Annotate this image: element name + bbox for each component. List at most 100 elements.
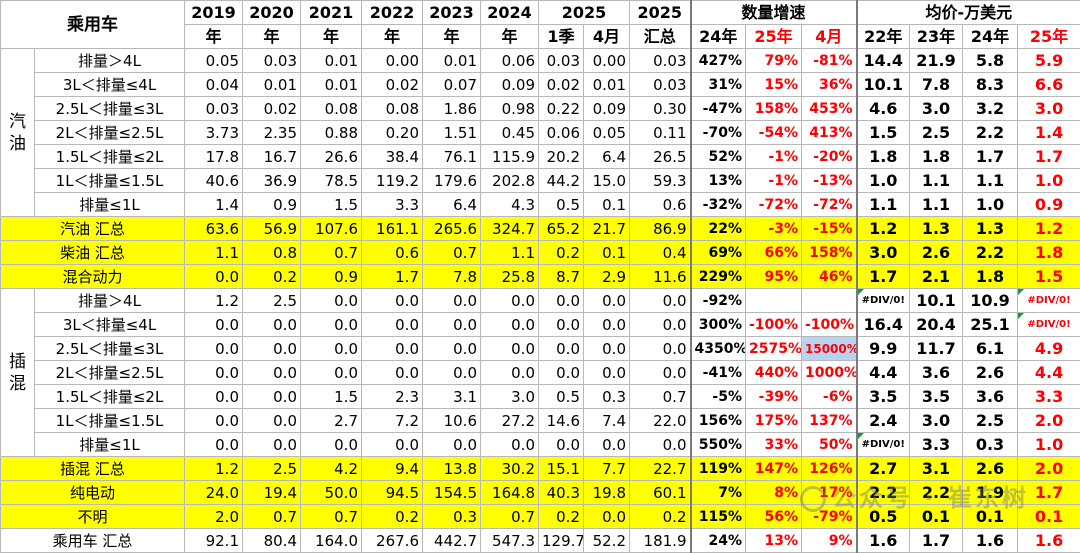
growth-cell: 550% bbox=[691, 433, 746, 457]
volume-cell: 164.8 bbox=[481, 481, 539, 505]
price-cell: 3.6 bbox=[910, 361, 963, 385]
volume-cell: 27.2 bbox=[481, 409, 539, 433]
price-cell: 3.5 bbox=[910, 385, 963, 409]
volume-cell: 0.1 bbox=[584, 241, 630, 265]
growth-cell: 300% bbox=[691, 313, 746, 337]
growth-cell: 156% bbox=[691, 409, 746, 433]
growth-cell: 413% bbox=[802, 121, 857, 145]
growth-cell: -100% bbox=[746, 313, 802, 337]
volume-cell: 22.0 bbox=[630, 409, 691, 433]
price-cell: 1.7 bbox=[910, 529, 963, 553]
group-label: 汽 油 bbox=[1, 49, 35, 217]
price-cell: 1.5 bbox=[1018, 265, 1080, 289]
growth-cell: 1000% bbox=[802, 361, 857, 385]
volume-cell: 0.0 bbox=[185, 433, 243, 457]
volume-cell: 0.0 bbox=[539, 289, 584, 313]
volume-cell: 0.7 bbox=[481, 505, 539, 529]
price-cell: 1.7 bbox=[1018, 145, 1080, 169]
growth-cell: -70% bbox=[691, 121, 746, 145]
price-cell: 11.7 bbox=[910, 337, 963, 361]
volume-cell: 0.09 bbox=[584, 97, 630, 121]
row-label: 2L＜排量≤2.5L bbox=[35, 121, 185, 145]
volume-cell: 7.4 bbox=[584, 409, 630, 433]
volume-cell: 0.0 bbox=[243, 361, 301, 385]
year-2024-top: 2024 bbox=[481, 1, 539, 25]
growth-cell: -39% bbox=[746, 385, 802, 409]
year-2025-header: 2025 bbox=[539, 1, 630, 25]
volume-cell: 0.03 bbox=[185, 97, 243, 121]
price-header: 均价-万美元 bbox=[857, 1, 1080, 25]
price-cell: 16.4 bbox=[857, 313, 910, 337]
volume-cell: 0.01 bbox=[584, 73, 630, 97]
volume-cell: 1.7 bbox=[362, 265, 423, 289]
volume-cell: 25.8 bbox=[481, 265, 539, 289]
price-cell: #DIV/0! bbox=[1018, 289, 1080, 313]
growth-cell: 175% bbox=[746, 409, 802, 433]
volume-cell: 179.6 bbox=[423, 169, 481, 193]
growth-col-apr: 4月 bbox=[802, 25, 857, 49]
price-cell: 1.6 bbox=[963, 529, 1018, 553]
price-cell: 3.0 bbox=[1018, 97, 1080, 121]
volume-cell: 3.1 bbox=[423, 385, 481, 409]
growth-cell: 126% bbox=[802, 457, 857, 481]
price-cell: 1.8 bbox=[963, 265, 1018, 289]
volume-cell: 0.0 bbox=[362, 313, 423, 337]
volume-cell: 0.1 bbox=[584, 193, 630, 217]
price-cell: 1.3 bbox=[910, 217, 963, 241]
volume-cell: 0.0 bbox=[301, 337, 362, 361]
volume-cell: 0.7 bbox=[301, 241, 362, 265]
volume-cell: 0.2 bbox=[362, 505, 423, 529]
volume-cell: 22.7 bbox=[630, 457, 691, 481]
volume-cell: 1.5 bbox=[301, 193, 362, 217]
price-cell: 21.9 bbox=[910, 49, 963, 73]
volume-cell: 0.2 bbox=[630, 505, 691, 529]
growth-cell: 46% bbox=[802, 265, 857, 289]
price-cell: 2.2 bbox=[963, 121, 1018, 145]
volume-cell: 0.0 bbox=[362, 337, 423, 361]
volume-cell: 11.6 bbox=[630, 265, 691, 289]
growth-col-24: 24年 bbox=[691, 25, 746, 49]
price-cell: 1.6 bbox=[857, 529, 910, 553]
volume-cell: 0.0 bbox=[481, 289, 539, 313]
volume-cell: 92.1 bbox=[185, 529, 243, 553]
volume-cell: 0.0 bbox=[301, 289, 362, 313]
volume-cell: 3.3 bbox=[362, 193, 423, 217]
volume-cell: 0.0 bbox=[423, 337, 481, 361]
price-cell: 2.6 bbox=[963, 457, 1018, 481]
volume-cell: 0.0 bbox=[481, 337, 539, 361]
volume-cell: 76.1 bbox=[423, 145, 481, 169]
price-cell: 3.2 bbox=[963, 97, 1018, 121]
volume-cell: 0.5 bbox=[539, 385, 584, 409]
volume-cell: 63.6 bbox=[185, 217, 243, 241]
volume-cell: 0.0 bbox=[301, 433, 362, 457]
growth-cell: 15000% bbox=[802, 337, 857, 361]
volume-cell: 0.4 bbox=[630, 241, 691, 265]
volume-cell: 52.2 bbox=[584, 529, 630, 553]
volume-cell: 1.5 bbox=[301, 385, 362, 409]
volume-cell: 94.5 bbox=[362, 481, 423, 505]
volume-cell: 6.4 bbox=[423, 193, 481, 217]
volume-cell: 0.05 bbox=[185, 49, 243, 73]
volume-cell: 0.0 bbox=[584, 505, 630, 529]
volume-cell: 0.2 bbox=[539, 241, 584, 265]
price-cell: #DIV/0! bbox=[857, 289, 910, 313]
volume-cell: 0.06 bbox=[539, 121, 584, 145]
price-cell: 1.3 bbox=[963, 217, 1018, 241]
volume-cell: 21.7 bbox=[584, 217, 630, 241]
year-2020-top: 2020 bbox=[243, 1, 301, 25]
price-cell: 9.9 bbox=[857, 337, 910, 361]
volume-cell: 0.0 bbox=[584, 337, 630, 361]
volume-cell: 19.4 bbox=[243, 481, 301, 505]
volume-cell: 3.0 bbox=[481, 385, 539, 409]
volume-cell: 265.6 bbox=[423, 217, 481, 241]
total-2025-bottom: 汇总 bbox=[630, 25, 691, 49]
growth-cell: 13% bbox=[691, 169, 746, 193]
growth-col-25: 25年 bbox=[746, 25, 802, 49]
row-label: 插混 汇总 bbox=[1, 457, 185, 481]
